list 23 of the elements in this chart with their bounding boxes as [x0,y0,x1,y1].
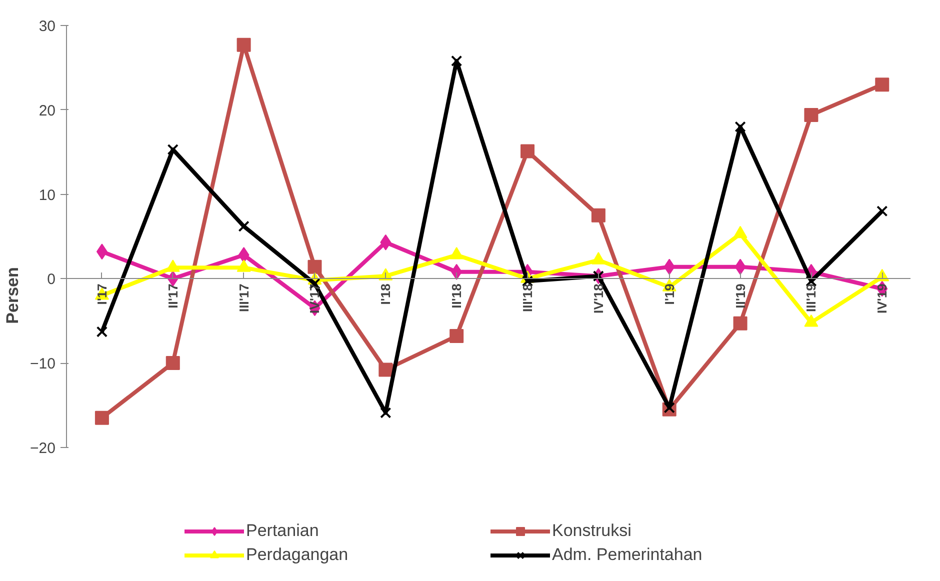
x-tick-label: I'19 [662,284,677,305]
x-tick-label: III'19 [804,284,819,312]
x-tick-label: III'17 [236,284,252,312]
legend-label: Adm. Pemerintahan [552,545,704,565]
x-tick-label: II'17 [165,284,180,308]
x-tick-label: III'18 [520,284,536,312]
y-axis-title: Persen [3,267,22,324]
legend-label: Konstruksi [552,521,632,541]
x-tick-label: II'18 [449,284,464,308]
legend-label: Pertanian [246,521,320,541]
x-tick-label: IV'17 [307,284,322,314]
x-tick-label: IV'18 [590,284,606,314]
x-tick-label: I'18 [378,284,394,305]
y-tick-label: −20 [30,440,56,457]
y-tick-label: 20 [38,102,56,120]
x-tick-label: IV'19 [874,284,890,314]
y-tick-label: 30 [38,18,56,35]
y-tick-label: 0 [47,271,56,288]
y-tick-label: 10 [38,186,56,204]
x-tick-label: II'19 [732,284,748,308]
legend-label: Perdagangan [246,545,350,565]
x-tick-label: I'17 [94,284,110,305]
y-tick-label: −10 [30,356,56,372]
